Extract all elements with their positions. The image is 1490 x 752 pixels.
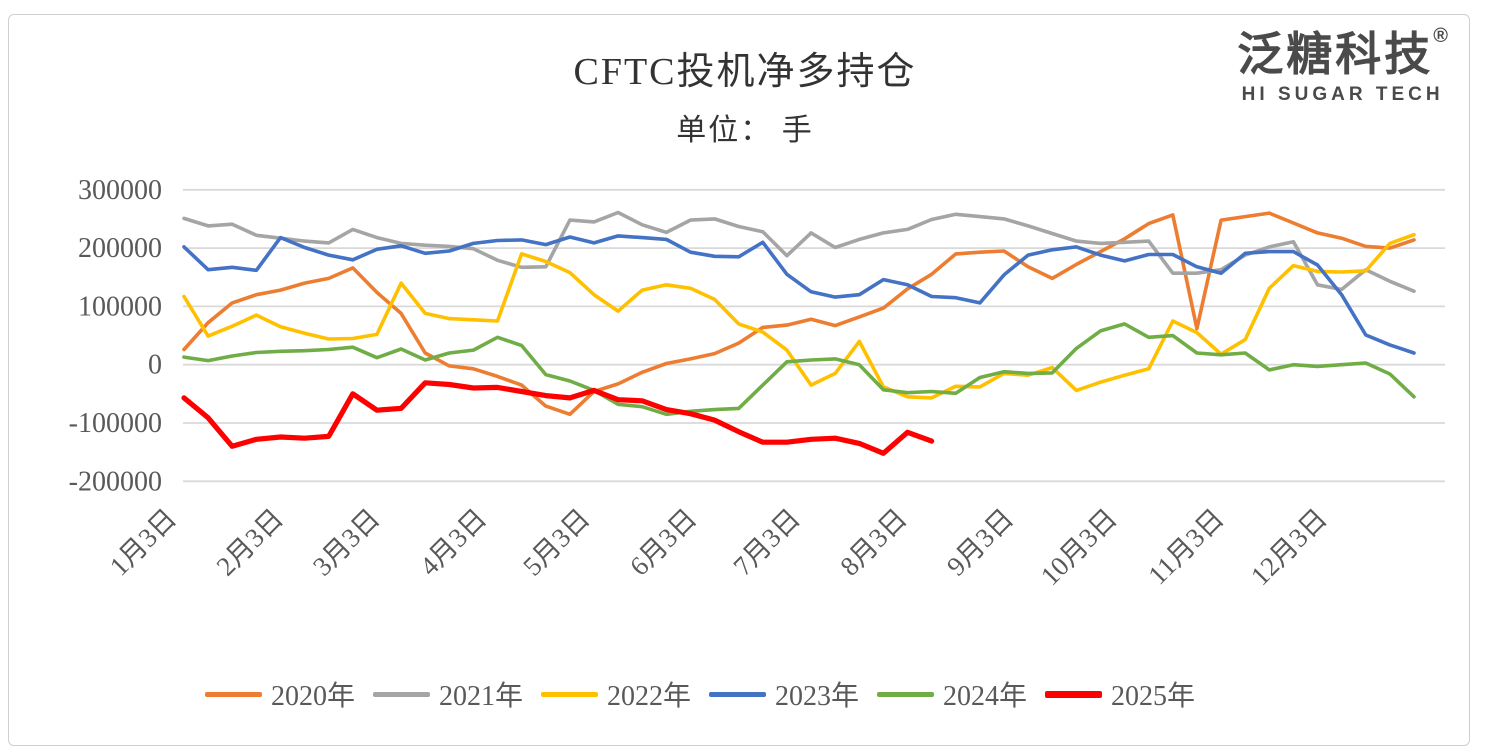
chart-legend: 2020年 2021年 2022年 2023年 2024年 2025年 [0, 674, 1490, 714]
logo-english-text: HI SUGAR TECH [1241, 84, 1444, 105]
y-tick-label: -100000 [69, 408, 162, 439]
y-tick-label: 0 [148, 350, 162, 381]
registered-trademark-icon: ® [1433, 25, 1448, 47]
series-line-2025年 [181, 380, 935, 456]
x-tick-label: 1月3日 [104, 503, 182, 581]
legend-label-2022年: 2022年 [606, 681, 691, 712]
legend-item-2021年: 2021年 [372, 674, 523, 714]
y-tick-label: 300000 [78, 175, 162, 206]
legend-item-2020年: 2020年 [204, 674, 355, 714]
legend-label-2023年: 2023年 [775, 681, 860, 712]
legend-label-2021年: 2021年 [438, 681, 523, 712]
legend-swatch-2022年 [540, 691, 598, 697]
x-tick-label: 2月3日 [211, 503, 289, 581]
legend-swatch-2021年 [372, 691, 430, 697]
legend-swatch-2024年 [877, 691, 935, 697]
logo-chinese-text: 泛糖科技 [1237, 28, 1434, 80]
series-line-2024年 [182, 322, 1416, 417]
series-line-2020年 [182, 211, 1416, 417]
y-tick-label: 100000 [78, 291, 162, 322]
series-line-2022年 [182, 232, 1416, 400]
legend-item-2024年: 2024年 [877, 674, 1027, 714]
legend-label-2024年: 2024年 [943, 681, 1028, 712]
x-tick-label: 7月3日 [727, 503, 805, 581]
y-axis-labels: 300000 200000 100000 0 -100000 -200000 [69, 175, 162, 497]
x-tick-label: 3月3日 [307, 503, 385, 581]
hi-sugar-tech-logo: 泛糖科技® HI SUGAR TECH [1237, 26, 1448, 104]
x-tick-label: 11月3日 [1142, 503, 1229, 590]
x-tick-label: 6月3日 [624, 503, 702, 581]
legend-label-2020年: 2020年 [270, 681, 355, 712]
x-tick-label: 9月3日 [941, 503, 1019, 581]
legend-swatch-2025年 [1045, 690, 1103, 698]
x-tick-label: 10月3日 [1035, 503, 1123, 591]
x-tick-label: 12月3日 [1245, 503, 1333, 591]
y-tick-label: -200000 [69, 466, 162, 497]
legend-label-2025年: 2025年 [1111, 681, 1196, 712]
legend-item-2022年: 2022年 [540, 674, 691, 714]
x-axis-labels: 1月3日 2月3日 3月3日 4月3日 5月3日 6月3日 7月3日 8月3日 9月3日 10月3… [104, 503, 1333, 591]
legend-swatch-2023年 [709, 691, 766, 697]
legend-swatch-2020年 [204, 691, 262, 697]
legend-item-2023年: 2023年 [709, 674, 859, 714]
x-tick-label: 4月3日 [414, 503, 492, 581]
y-tick-label: 200000 [78, 233, 162, 264]
series-line-2023年 [182, 234, 1416, 355]
chart-title: CFTC投机净多持仓 [573, 51, 917, 93]
x-tick-label: 8月3日 [834, 503, 912, 581]
chart-subtitle: 单位： 手 [676, 114, 814, 147]
legend-item-2025年: 2025年 [1045, 674, 1195, 714]
x-tick-label: 5月3日 [517, 503, 595, 581]
title-block: CFTC投机净多持仓 单位： 手 [0, 40, 1490, 149]
